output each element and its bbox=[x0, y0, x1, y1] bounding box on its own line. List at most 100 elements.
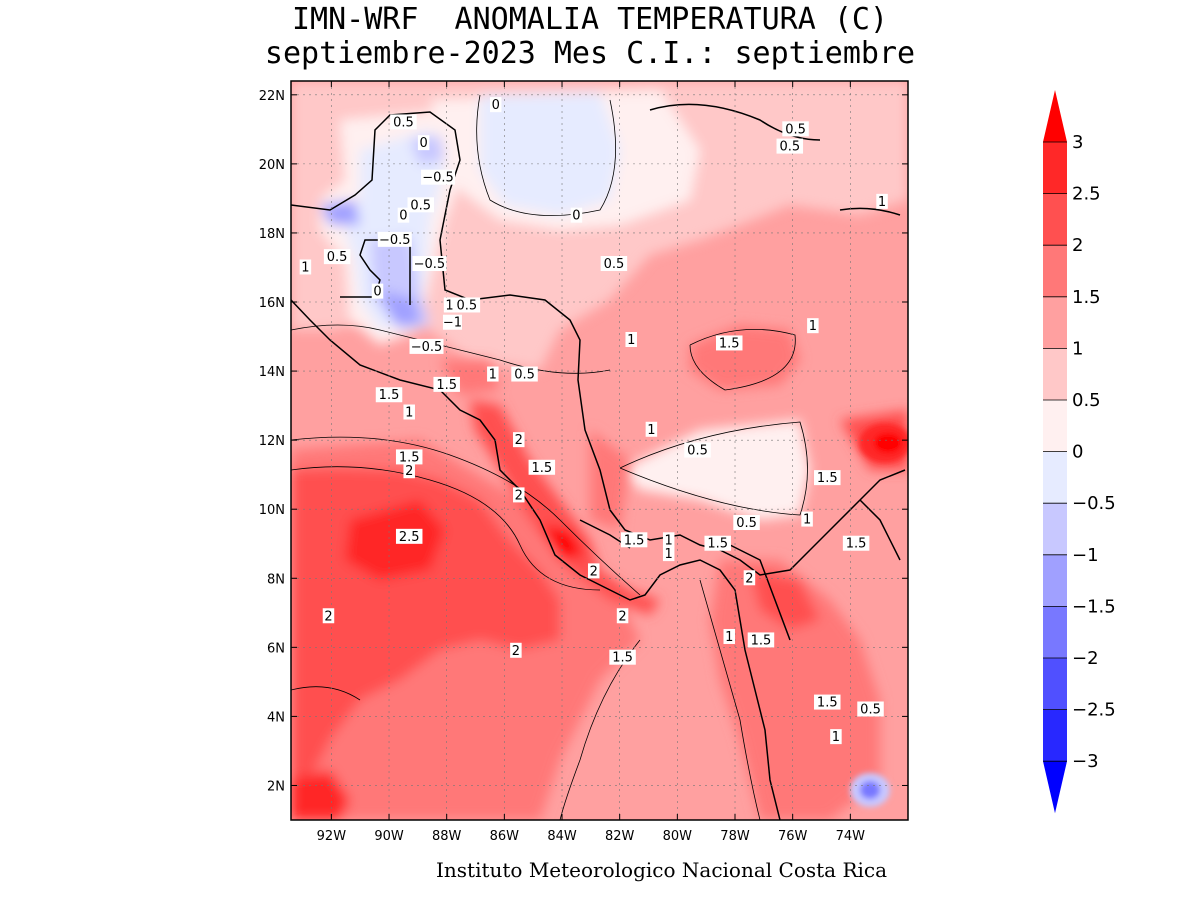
x-tick-label: 90W bbox=[374, 829, 404, 844]
contour-label: −0.5 bbox=[422, 171, 454, 186]
contour-label: 2 bbox=[515, 433, 523, 448]
contour-label-bg bbox=[662, 546, 675, 562]
contour-label: 2 bbox=[405, 464, 413, 479]
contour-label: 2 bbox=[512, 644, 520, 659]
contour-label: 0.5 bbox=[514, 368, 535, 383]
contour-label: 2.5 bbox=[399, 530, 420, 545]
colorbar-segment bbox=[1043, 709, 1067, 762]
colorbar-segment bbox=[1043, 193, 1067, 246]
contour-label: 1 bbox=[445, 298, 453, 313]
contour-label-bg bbox=[587, 563, 600, 579]
y-tick-label: 16N bbox=[259, 296, 285, 311]
colorbar-segment bbox=[1043, 296, 1067, 349]
colorbar-label: −2.5 bbox=[1072, 700, 1116, 721]
x-tick-label: 86W bbox=[490, 829, 520, 844]
contour-label: 1 bbox=[489, 368, 497, 383]
contour-label: 1 bbox=[665, 547, 673, 562]
contour-label-bg bbox=[616, 608, 629, 624]
contour-label-bg bbox=[489, 97, 502, 113]
contour-label: 0 bbox=[373, 285, 381, 300]
contour-label: −0.5 bbox=[379, 233, 411, 248]
map-title-line2: septiembre-2023 Mes C.I.: septiembre bbox=[264, 36, 916, 71]
contour-label-bg bbox=[876, 193, 888, 209]
contour-label: 2 bbox=[324, 609, 332, 624]
contour-label: 1.5 bbox=[751, 633, 772, 648]
contour-label-bg bbox=[743, 570, 756, 586]
colorbar-segment bbox=[1043, 503, 1067, 555]
colorbar-segment bbox=[1043, 658, 1067, 710]
contour-label-bg bbox=[395, 449, 423, 465]
contour-label: 2 bbox=[745, 571, 753, 586]
contour-label-bg bbox=[403, 463, 415, 479]
colorbar-segment bbox=[1043, 348, 1067, 400]
colorbar-label: 0 bbox=[1072, 442, 1083, 463]
contour-label-bg bbox=[609, 649, 636, 665]
contour-label-bg bbox=[842, 535, 870, 551]
contour-label: 1.5 bbox=[436, 378, 457, 393]
colorbar-segment bbox=[1043, 451, 1067, 504]
contour-label-bg bbox=[747, 632, 775, 648]
colorbar-label: −3 bbox=[1072, 751, 1099, 772]
colorbar-top-arrow bbox=[1043, 90, 1067, 142]
contour-label: 0.5 bbox=[410, 198, 431, 213]
contour-label: 0.5 bbox=[785, 122, 806, 137]
contour-label: 1.5 bbox=[531, 461, 552, 476]
contour-label: 0 bbox=[399, 209, 407, 224]
contour-label-bg bbox=[407, 197, 434, 213]
contour-label-bg bbox=[487, 366, 499, 382]
contour-label: 0.5 bbox=[604, 257, 625, 272]
contour-label: 1 bbox=[809, 319, 817, 334]
contour-label: −0.5 bbox=[414, 257, 446, 272]
colorbar-bottom-arrow bbox=[1043, 761, 1067, 814]
contour-label-bg bbox=[299, 259, 312, 275]
y-tick-label: 12N bbox=[259, 434, 285, 449]
map-frame bbox=[290, 80, 909, 821]
contour-label: 1.5 bbox=[817, 696, 838, 711]
contour-label: 1 bbox=[725, 630, 733, 645]
colorbar-label: −0.5 bbox=[1072, 493, 1116, 514]
contour-label: 0.5 bbox=[457, 298, 478, 313]
contour-label: 2 bbox=[618, 609, 626, 624]
contour-label: 1.5 bbox=[719, 336, 740, 351]
x-tick-label: 84W bbox=[547, 829, 577, 844]
contour-label: 0.5 bbox=[860, 702, 881, 717]
contour-label-bg bbox=[395, 528, 423, 544]
contour-label: 1 bbox=[627, 333, 635, 348]
contour-label-bg bbox=[807, 318, 819, 334]
contour-label: 1.5 bbox=[707, 537, 728, 552]
contour-label-bg bbox=[662, 532, 675, 548]
contour-label-bg bbox=[322, 608, 335, 624]
x-tick-label: 76W bbox=[778, 829, 808, 844]
contour-label: 1 bbox=[301, 260, 309, 275]
contour-label: 0 bbox=[419, 136, 427, 151]
x-tick-label: 88W bbox=[432, 829, 462, 844]
contour-label-bg bbox=[397, 207, 410, 223]
contour-label-bg bbox=[443, 297, 456, 313]
x-tick-label: 80W bbox=[663, 829, 693, 844]
contour-label: 0.5 bbox=[393, 115, 414, 130]
x-tick-label: 74W bbox=[836, 829, 866, 844]
contour-label-bg bbox=[409, 338, 444, 354]
contour-label-bg bbox=[857, 701, 884, 717]
contour-label-bg bbox=[513, 432, 525, 448]
contour-label: 1 bbox=[832, 730, 840, 745]
contour-label: 1 bbox=[665, 533, 673, 548]
colorbar-label: 2 bbox=[1072, 235, 1083, 256]
temperature-anomaly-field bbox=[291, 81, 908, 820]
x-tick-label: 92W bbox=[317, 829, 347, 844]
colorbar-segment bbox=[1043, 554, 1067, 607]
y-tick-label: 2N bbox=[267, 779, 285, 794]
contour-label: 1.5 bbox=[379, 388, 400, 403]
contour-label-bg bbox=[600, 256, 628, 272]
contour-label-bg bbox=[412, 256, 447, 272]
contour-label-bg bbox=[645, 421, 658, 437]
colorbar-label: 0.5 bbox=[1072, 390, 1101, 411]
contour-label-bg bbox=[814, 694, 841, 710]
contour-label: 0.5 bbox=[327, 250, 348, 265]
contour-label-bg bbox=[421, 169, 456, 185]
contour-label: 1.5 bbox=[624, 533, 645, 548]
contour-label-bg bbox=[433, 376, 460, 392]
contour-label-bg bbox=[782, 121, 809, 137]
longitude-axis: 92W 90W 88W 86W 84W 82W 80W 78W 76W 74W bbox=[317, 81, 866, 844]
y-tick-label: 22N bbox=[259, 89, 285, 104]
